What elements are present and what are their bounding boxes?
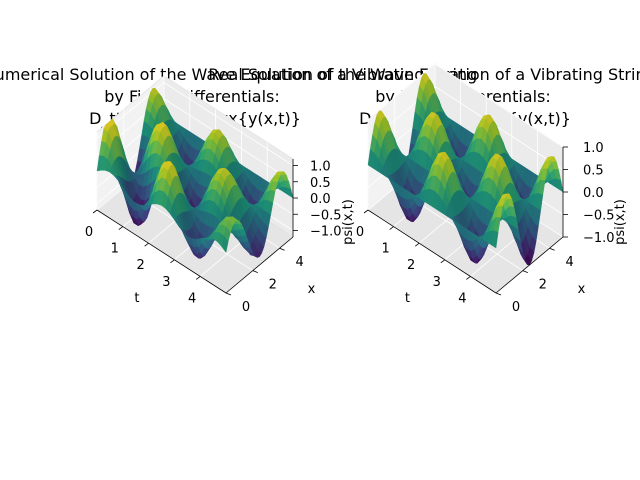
left-subplot: Numerical Solution of the Wave Equation …: [0, 65, 477, 315]
z-tick-label: 0.5: [310, 176, 331, 191]
t-tick-label: 1: [111, 242, 119, 257]
x-axis-line: [495, 236, 564, 294]
t-tick-label: 0: [85, 225, 93, 240]
t-tick-mark: [389, 226, 394, 230]
x-tick-mark: [225, 292, 232, 296]
t-tick-mark: [440, 259, 446, 264]
x-tick-mark: [522, 270, 528, 273]
t-axis-label: t: [134, 291, 139, 306]
t-tick-mark: [414, 242, 420, 247]
x-tick-label: 0: [242, 300, 250, 315]
t-tick-label: 0: [356, 225, 364, 240]
t-axis-line: [96, 209, 227, 294]
z-tick-label: −1.0: [310, 225, 342, 240]
surface: [367, 72, 564, 266]
x-tick-label: 4: [565, 255, 573, 270]
x-tick-mark: [252, 270, 258, 273]
t-tick-mark: [363, 209, 369, 214]
t-tick-label: 1: [381, 242, 389, 257]
x-tick-label: 0: [512, 300, 520, 315]
z-tick-label: −0.5: [583, 209, 615, 224]
t-tick-label: 3: [162, 275, 170, 290]
z-tick-label: −0.5: [310, 208, 342, 223]
t-axis-line: [367, 209, 497, 294]
z-tick-label: 1.0: [310, 160, 331, 175]
z-tick-label: 0.0: [310, 192, 331, 207]
x-tick-label: 2: [539, 278, 547, 293]
z-tick-label: 1.0: [583, 141, 604, 156]
t-tick-label: 3: [433, 275, 441, 290]
t-tick-label: 2: [136, 258, 144, 273]
t-tick-label: 2: [407, 258, 415, 273]
x-tick-mark: [549, 247, 555, 251]
t-tick-mark: [195, 276, 201, 280]
t-tick-label: 4: [458, 291, 466, 306]
x-tick-label: 2: [269, 278, 277, 293]
t-tick-mark: [466, 276, 471, 280]
t-tick-mark: [170, 259, 175, 264]
t-tick-mark: [144, 242, 149, 247]
x-tick-mark: [279, 247, 285, 251]
t-axis-label: t: [405, 291, 410, 306]
t-tick-mark: [92, 209, 98, 214]
z-axis-label: psi(x,t): [613, 199, 628, 245]
t-tick-label: 4: [188, 291, 196, 306]
z-tick-label: 0.0: [583, 186, 604, 201]
z-tick-label: −1.0: [583, 231, 615, 246]
surface: [96, 87, 294, 259]
x-tick-mark: [495, 292, 502, 296]
t-tick-mark: [118, 226, 124, 230]
z-tick-label: 0.5: [583, 164, 604, 179]
x-tick-label: 4: [295, 255, 303, 270]
x-axis-line: [225, 236, 294, 294]
left-title-line-1: Numerical Solution of the Wave Equation …: [0, 65, 477, 84]
right-subplot: Real Solution of the Wave Equation of a …: [208, 62, 640, 315]
x-axis-label: x: [308, 282, 316, 297]
surface-patch: [491, 230, 499, 249]
z-axis-label: psi(x,t): [341, 199, 356, 245]
x-axis-label: x: [578, 282, 586, 297]
surface-patch: [221, 235, 229, 253]
